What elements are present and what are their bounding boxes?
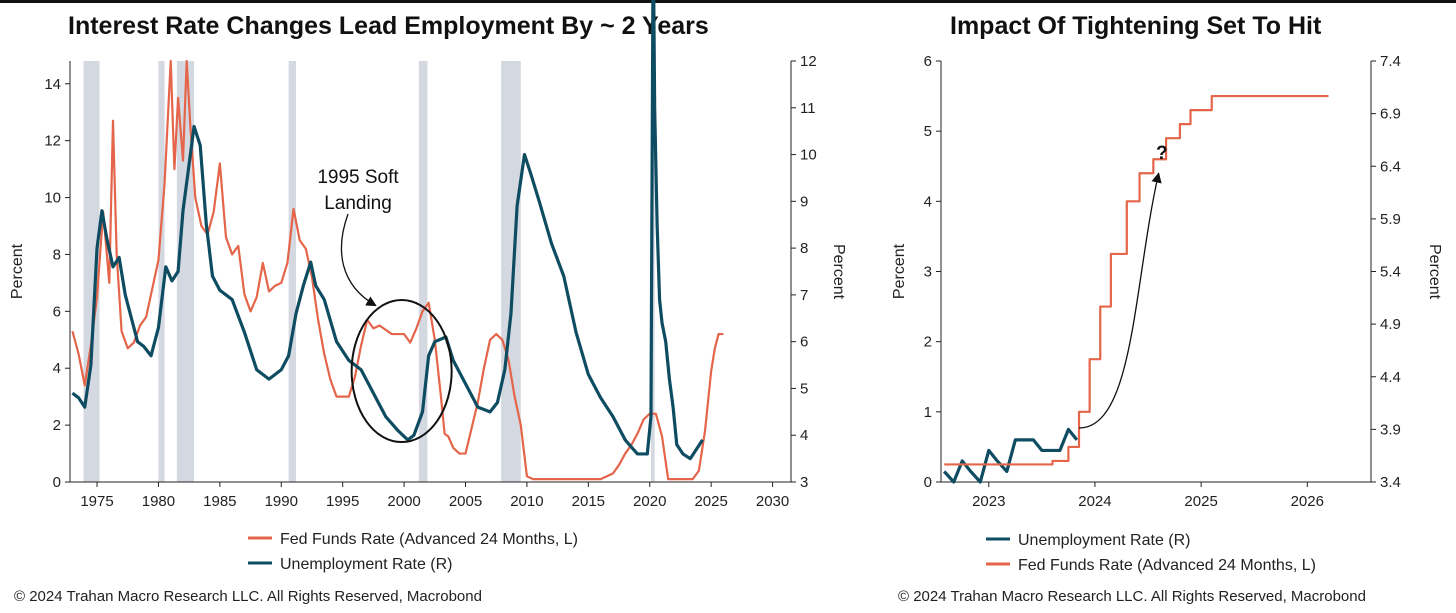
c0-y-left-tick-label: 2 — [53, 417, 61, 434]
c0-x-tick-label: 2000 — [387, 493, 420, 510]
question-mark-annotation: ? — [1156, 143, 1168, 164]
annotation-text-line2: Landing — [324, 193, 392, 214]
top-border — [0, 0, 1456, 3]
c0-x-tick-label: 2025 — [694, 493, 727, 510]
soft-landing-arrow — [340, 213, 377, 307]
c0-y-left-axis-title: Percent — [9, 243, 26, 299]
footer-copyright-left: © 2024 Trahan Macro Research LLC. All Ri… — [14, 588, 482, 605]
c0-y-right-tick-label: 11 — [800, 100, 816, 117]
c1-y-right-tick-label: 4.4 — [1380, 369, 1401, 386]
c0-y-right-tick-label: 8 — [800, 240, 808, 257]
c0-y-right-tick-label: 6 — [800, 334, 808, 351]
c1-y-right-tick-label: 6.4 — [1380, 158, 1401, 175]
c1-y-left-tick-label: 4 — [924, 193, 932, 210]
chart-title-left: Interest Rate Changes Lead Employment By… — [68, 12, 709, 40]
c1-x-tick-label: 2024 — [1078, 493, 1111, 510]
c0-recession-band — [158, 61, 165, 482]
c1-x-tick-label: 2026 — [1291, 493, 1324, 510]
c0-legend-label: Unemployment Rate (R) — [280, 556, 453, 573]
c0-y-right-tick-label: 5 — [800, 380, 808, 397]
c0-x-tick-label: 1990 — [265, 493, 298, 510]
c1-fed-funds-line — [944, 94, 1329, 466]
c1-legend-label: Unemployment Rate (R) — [1018, 532, 1191, 549]
c1-y-right-tick-label: 3.4 — [1380, 474, 1401, 491]
c1-legend-label: Fed Funds Rate (Advanced 24 Months, L) — [1018, 557, 1316, 574]
c0-recession-band — [501, 61, 521, 482]
c0-x-tick-label: 2020 — [633, 493, 666, 510]
c0-recession-band — [418, 61, 428, 482]
c0-y-right-tick-label: 4 — [800, 427, 808, 444]
c0-recession-band — [83, 61, 100, 482]
c0-y-right-axis-title: Percent — [830, 244, 847, 300]
c0-x-tick-label: 1980 — [142, 493, 175, 510]
c0-recession-band — [288, 61, 297, 482]
c1-y-left-tick-label: 6 — [924, 53, 932, 70]
c1-y-right-tick-label: 5.9 — [1380, 211, 1401, 228]
c1-y-right-tick-label: 5.4 — [1380, 264, 1401, 281]
c1-y-left-tick-label: 1 — [924, 404, 932, 421]
c1-y-right-axis-title: Percent — [1426, 244, 1443, 300]
c0-x-tick-label: 1995 — [326, 493, 359, 510]
c1-y-right-tick-label: 6.9 — [1380, 106, 1401, 123]
c1-y-left-tick-label: 2 — [924, 334, 932, 351]
c0-y-right-tick-label: 12 — [800, 53, 817, 70]
c0-x-tick-label: 2010 — [510, 493, 543, 510]
c1-y-right-tick-label: 7.4 — [1380, 53, 1401, 70]
c0-y-right-tick-label: 9 — [800, 193, 808, 210]
c0-fed-funds-line — [71, 59, 724, 481]
c1-y-left-tick-label: 5 — [924, 123, 932, 140]
c0-x-tick-label: 2005 — [449, 493, 482, 510]
c0-y-right-tick-label: 7 — [800, 287, 808, 304]
c0-y-left-tick-label: 0 — [53, 474, 61, 491]
tightening-arrow — [1079, 172, 1162, 429]
c0-y-left-tick-label: 8 — [53, 246, 61, 263]
annotation-text-line1: 1995 Soft — [317, 167, 399, 188]
c1-x-tick-label: 2025 — [1184, 493, 1217, 510]
c1-y-left-axis-title: Percent — [891, 243, 908, 299]
c0-legend-label: Fed Funds Rate (Advanced 24 Months, L) — [280, 531, 578, 548]
c1-y-left-tick-label: 3 — [924, 264, 932, 281]
c1-y-left-tick-label: 0 — [924, 474, 932, 491]
footer-copyright-right: © 2024 Trahan Macro Research LLC. All Ri… — [898, 588, 1366, 605]
c1-y-right-tick-label: 4.9 — [1380, 316, 1401, 333]
c0-y-right-tick-label: 10 — [800, 147, 817, 164]
c0-y-left-tick-label: 6 — [53, 303, 61, 320]
c0-y-left-tick-label: 4 — [53, 360, 61, 377]
c1-x-tick-label: 2023 — [972, 493, 1005, 510]
chart-title-right: Impact Of Tightening Set To Hit — [950, 12, 1322, 40]
c1-y-right-tick-label: 3.9 — [1380, 421, 1401, 438]
c1-unemployment-line — [943, 427, 1079, 484]
c0-y-left-tick-label: 14 — [44, 76, 61, 93]
c0-x-tick-label: 2030 — [756, 493, 789, 510]
soft-landing-ellipse — [350, 299, 453, 444]
c0-unemployment-line — [71, 0, 704, 461]
c0-y-left-tick-label: 10 — [44, 190, 61, 207]
c0-x-tick-label: 1985 — [203, 493, 236, 510]
c0-y-left-tick-label: 12 — [44, 133, 61, 150]
c0-x-tick-label: 2015 — [572, 493, 605, 510]
c0-x-tick-label: 1975 — [80, 493, 113, 510]
c0-y-right-tick-label: 3 — [800, 474, 808, 491]
